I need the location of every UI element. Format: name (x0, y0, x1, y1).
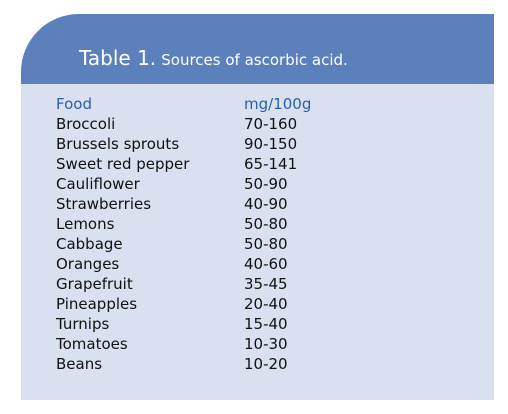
table-row: Cabbage 50-80 (56, 234, 311, 254)
table-header-bar: Table 1. Sources of ascorbic acid. (21, 14, 494, 84)
table-row: Brussels sprouts 90-150 (56, 134, 311, 154)
table-row: Grapefruit 35-45 (56, 274, 311, 294)
table-row: Tomatoes 10-30 (56, 334, 311, 354)
food-cell: Tomatoes (56, 335, 128, 353)
mg-value-cell: 15-40 (244, 315, 288, 333)
table-body: Broccoli 70-160 Brussels sprouts 90-150 Swee… (56, 114, 311, 374)
mg-value-cell: 40-90 (244, 195, 288, 213)
food-cell: Brussels sprouts (56, 135, 180, 153)
table-row: Pineapples 20-40 (56, 294, 311, 314)
table-title: Table 1. Sources of ascorbic acid. (79, 48, 348, 68)
mg-value-cell: 50-90 (244, 175, 288, 193)
mg-value-cell: 35-45 (244, 275, 288, 293)
food-cell: Grapefruit (56, 275, 133, 293)
food-cell: Oranges (56, 255, 120, 273)
table-panel: Table 1. Sources of ascorbic acid. Food m… (21, 14, 494, 400)
mg-value-cell: 50-80 (244, 235, 288, 253)
food-cell: Beans (56, 355, 103, 373)
table-row: Turnips 15-40 (56, 314, 311, 334)
table-row: Lemons 50-80 (56, 214, 311, 234)
food-cell: Lemons (56, 215, 115, 233)
food-cell: Cabbage (56, 235, 123, 253)
food-cell: Pineapples (56, 295, 138, 313)
table-row: Beans 10-20 (56, 354, 311, 374)
mg-value-cell: 40-60 (244, 255, 288, 273)
food-cell: Broccoli (56, 115, 116, 133)
table-row: Sweet red pepper 65-141 (56, 154, 311, 174)
mg-value-cell: 20-40 (244, 295, 288, 313)
table-column-headers: Food mg/100g (56, 94, 311, 114)
food-cell: Strawberries (56, 195, 152, 213)
table-row: Strawberries 40-90 (56, 194, 311, 214)
table-caption: Sources of ascorbic acid. (161, 51, 348, 69)
mg-value-cell: 10-20 (244, 355, 288, 373)
food-cell: Turnips (56, 315, 110, 333)
column-header-food: Food (56, 95, 92, 113)
mg-value-cell: 10-30 (244, 335, 288, 353)
mg-value-cell: 65-141 (244, 155, 298, 173)
column-header-mg: mg/100g (244, 95, 312, 113)
food-cell: Cauliflower (56, 175, 140, 193)
mg-value-cell: 90-150 (244, 135, 298, 153)
food-cell: Sweet red pepper (56, 155, 190, 173)
table-label: Table 1. (79, 46, 157, 70)
mg-value-cell: 50-80 (244, 215, 288, 233)
table-row: Cauliflower 50-90 (56, 174, 311, 194)
table-row: Broccoli 70-160 (56, 114, 311, 134)
mg-value-cell: 70-160 (244, 115, 298, 133)
table-row: Oranges 40-60 (56, 254, 311, 274)
ascorbic-acid-table: Food mg/100g Broccoli 70-160 Brussels sprou… (56, 94, 311, 374)
